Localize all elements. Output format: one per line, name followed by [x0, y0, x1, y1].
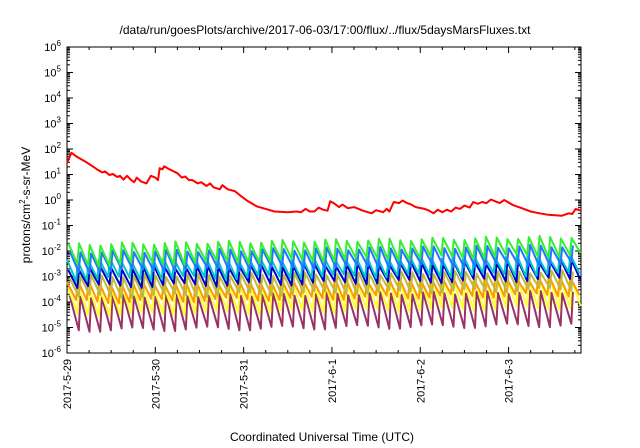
- y-tick-label: 10-6: [42, 345, 62, 360]
- y-tick-label: 10-4: [42, 294, 62, 309]
- series-line: [68, 289, 574, 333]
- y-tick-label: 106: [44, 39, 61, 54]
- y-tick-label: 101: [44, 167, 61, 182]
- chart-title: /data/run/goesPlots/archive/2017-06-03/1…: [120, 23, 532, 37]
- y-tick-label: 102: [44, 141, 61, 156]
- x-axis: 2017-5-29 2017-5-30 2017-5-31 2017-6-1 2017-…: [62, 47, 576, 409]
- x-axis-label: Coordinated Universal Time (UTC): [230, 430, 414, 444]
- x-tick-label: 2017-6-3: [504, 359, 516, 403]
- y-tick-label: 10-2: [42, 243, 62, 258]
- series-line: [68, 269, 574, 300]
- y-tick-label: 103: [44, 116, 61, 131]
- y-tick-label: 100: [44, 192, 61, 207]
- x-tick-label: 2017-6-1: [327, 359, 339, 403]
- y-axis: 10-6 10-5 10-4 10-3 10-2 10-1 100 101 102 103 104 1…: [42, 39, 581, 360]
- x-tick-label: 2017-5-31: [239, 359, 251, 409]
- x-tick-label: 2017-5-29: [62, 359, 74, 409]
- y-tick-label: 10-3: [42, 269, 62, 284]
- series-line: [66, 151, 582, 217]
- y-tick-label: 104: [44, 90, 61, 105]
- y-axis-label: protons/cm2-s-sr-MeV: [18, 147, 33, 263]
- series-line: [68, 243, 574, 275]
- x-tick-label: 2017-6-2: [415, 359, 427, 403]
- y-tick-label: 10-5: [42, 320, 62, 335]
- series-layer: [66, 151, 582, 333]
- y-tick-label: 105: [44, 65, 61, 80]
- series-line: [67, 234, 582, 268]
- x-tick-label: 2017-5-30: [150, 359, 162, 409]
- y-tick-label: 10-1: [42, 218, 62, 233]
